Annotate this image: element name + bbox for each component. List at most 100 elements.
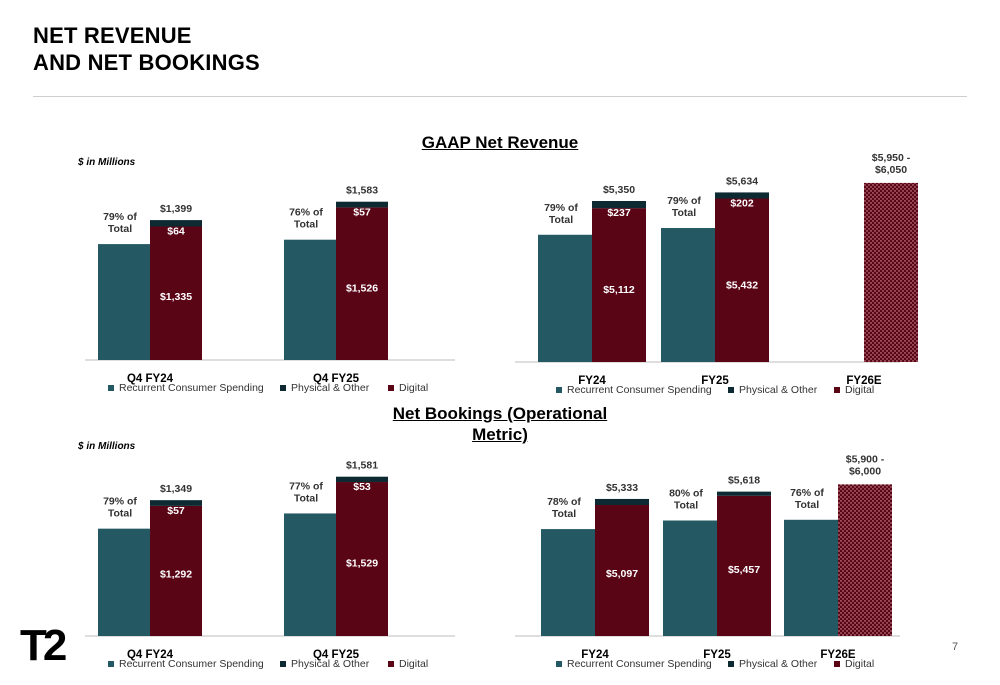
digital-value-label: $1,292 [160,568,192,580]
recurrent-bar [538,234,592,362]
page-title-line-1: NET REVENUE [33,23,192,48]
title-divider [33,96,967,97]
legend-label: Digital [399,382,428,394]
legend-label: Recurrent Consumer Spending [567,658,712,670]
total-value-label: $1,399 [160,203,192,215]
t2-logo: T2 [20,621,67,670]
total-value-label: $5,634 [726,175,758,187]
category-label: FY24 [581,649,609,661]
category-label: FY24 [578,375,606,387]
bookings-section-title: Net Bookings (Operational Metric) [330,403,670,445]
legend-swatch [728,661,734,667]
digital-bar [592,208,646,362]
total-value-label: $5,618 [728,475,760,487]
recurrent-bar [784,519,838,636]
legend-swatch [388,385,394,391]
digital-bar [595,505,649,636]
physical-bar [150,220,202,227]
category-label: FY26E [846,375,881,387]
legend-swatch [108,385,114,391]
legend-label: Physical & Other [739,658,818,670]
estimate-range-label: $5,950 -$6,050 [872,152,911,176]
digital-value-label: $1,526 [346,282,378,294]
bookings-units-label: $ in Millions [78,441,136,452]
total-value-label: $1,583 [346,185,378,197]
total-value-label: $5,350 [603,184,635,196]
digital-value-label: $5,457 [728,564,760,576]
estimate-bar [838,484,892,636]
physical-bar [336,476,388,483]
physical-bar [336,201,388,208]
recurrent-pct-label: 78% of Total [547,496,581,520]
recurrent-bar [98,528,150,636]
digital-bar [336,482,388,636]
legend-label: Recurrent Consumer Spending [119,382,264,394]
legend-label: Physical & Other [291,382,370,394]
recurrent-pct-label: 76% of Total [289,207,323,231]
legend-label: Digital [845,658,874,670]
legend-label: Physical & Other [739,384,818,396]
category-label: FY26E [820,649,855,661]
estimate-bar [864,182,918,362]
category-label: Q4 FY24 [127,649,174,661]
physical-value-label: $57 [353,206,371,218]
recurrent-pct-label: 77% of Total [289,480,323,504]
legend-swatch [280,385,286,391]
recurrent-bar [661,228,715,362]
recurrent-pct-label: 79% of Total [103,211,137,235]
physical-bar [717,491,771,496]
recurrent-pct-label: 76% of Total [790,487,824,511]
recurrent-bar [284,239,336,360]
page-title-line-2: AND NET BOOKINGS [33,50,260,75]
digital-value-label: $1,529 [346,558,378,570]
digital-value-label: $5,432 [726,279,758,291]
recurrent-pct-label: 79% of Total [544,202,578,226]
category-label: Q4 FY24 [127,373,174,385]
physical-bar [150,500,202,506]
revenue-section-title: GAAP Net Revenue [421,133,579,152]
digital-bar [715,198,769,362]
total-value-label: $1,349 [160,483,192,495]
digital-bar [717,495,771,636]
bookings-title-line-2: Metric) [472,425,528,444]
physical-bar [595,498,649,506]
legend-swatch [388,661,394,667]
legend-swatch [834,661,840,667]
physical-value-label: $202 [730,197,754,209]
digital-bar [336,207,388,360]
physical-bar [592,200,646,209]
digital-bar [150,226,202,360]
legend-label: Recurrent Consumer Spending [119,658,264,670]
digital-value-label: $1,335 [160,291,192,303]
legend-swatch [556,661,562,667]
category-label: FY25 [703,649,731,661]
legend-swatch [834,387,840,393]
revenue-units-label: $ in Millions [78,157,136,168]
page-title: NET REVENUE AND NET BOOKINGS [33,22,260,76]
physical-value-label: $57 [167,505,185,517]
physical-value-label: $53 [353,481,371,493]
recurrent-bar [663,520,717,636]
total-value-label: $5,333 [606,482,638,494]
legend-label: Digital [845,384,874,396]
legend-label: Physical & Other [291,658,370,670]
recurrent-bar [541,529,595,636]
physical-value-label: $237 [607,207,631,219]
physical-value-label: $64 [167,226,185,238]
category-label: Q4 FY25 [313,649,360,661]
recurrent-pct-label: 80% of Total [669,488,703,512]
recurrent-bar [98,244,150,360]
total-value-label: $1,581 [346,460,378,472]
legend-label: Digital [399,658,428,670]
legend-swatch [728,387,734,393]
recurrent-bar [284,513,336,636]
category-label: Q4 FY25 [313,373,360,385]
legend-swatch [108,661,114,667]
legend-swatch [556,387,562,393]
legend-swatch [280,661,286,667]
physical-bar [715,192,769,199]
recurrent-pct-label: 79% of Total [103,496,137,520]
bookings-title-line-1: Net Bookings (Operational [392,404,608,423]
legend-label: Recurrent Consumer Spending [567,384,712,396]
